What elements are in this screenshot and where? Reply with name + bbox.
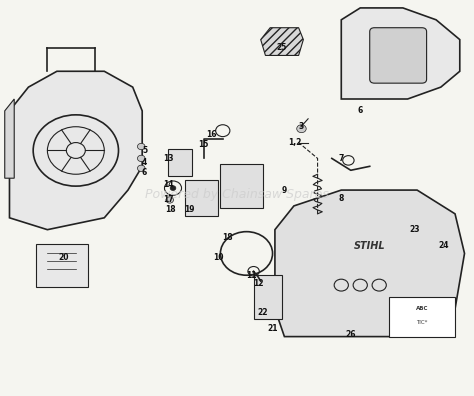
Circle shape <box>297 125 306 133</box>
Text: 26: 26 <box>346 330 356 339</box>
FancyBboxPatch shape <box>389 297 455 337</box>
Text: 6: 6 <box>142 168 147 177</box>
Text: 7: 7 <box>338 154 344 163</box>
FancyBboxPatch shape <box>185 180 218 216</box>
Text: 18: 18 <box>222 233 233 242</box>
Polygon shape <box>275 190 465 337</box>
Circle shape <box>166 197 173 203</box>
Circle shape <box>170 186 176 190</box>
Text: 1,2: 1,2 <box>288 138 301 147</box>
Text: 12: 12 <box>253 279 264 287</box>
Text: 22: 22 <box>258 308 268 317</box>
Text: 25: 25 <box>277 43 287 52</box>
Polygon shape <box>261 28 303 55</box>
Text: 18: 18 <box>165 206 176 214</box>
Text: 6: 6 <box>357 107 363 115</box>
Text: STIHL: STIHL <box>354 240 385 251</box>
FancyBboxPatch shape <box>370 28 427 83</box>
Text: 10: 10 <box>213 253 223 262</box>
Text: 16: 16 <box>206 130 216 139</box>
Text: ABC: ABC <box>416 307 428 311</box>
Polygon shape <box>341 8 460 99</box>
Text: 3: 3 <box>298 122 304 131</box>
Text: 24: 24 <box>438 241 448 250</box>
Polygon shape <box>9 71 142 230</box>
Text: 14: 14 <box>163 180 173 188</box>
Circle shape <box>137 155 145 162</box>
Text: 17: 17 <box>163 196 173 204</box>
FancyBboxPatch shape <box>254 275 282 319</box>
Text: 8: 8 <box>338 194 344 202</box>
Text: Powered by Chainsaw Spares: Powered by Chainsaw Spares <box>145 188 329 200</box>
Text: TIC*: TIC* <box>416 320 428 325</box>
Text: 4: 4 <box>142 158 147 167</box>
Circle shape <box>137 143 145 150</box>
Text: 15: 15 <box>199 140 209 149</box>
Text: 9: 9 <box>282 186 287 194</box>
Circle shape <box>137 165 145 171</box>
Text: 13: 13 <box>163 154 173 163</box>
Polygon shape <box>5 99 14 178</box>
FancyBboxPatch shape <box>220 164 263 208</box>
Text: 19: 19 <box>184 206 195 214</box>
Text: 23: 23 <box>410 225 420 234</box>
Text: 21: 21 <box>267 324 278 333</box>
FancyBboxPatch shape <box>36 244 88 287</box>
Text: 11: 11 <box>246 271 256 280</box>
FancyBboxPatch shape <box>168 148 192 176</box>
Text: 20: 20 <box>59 253 69 262</box>
Text: 5: 5 <box>142 146 147 155</box>
